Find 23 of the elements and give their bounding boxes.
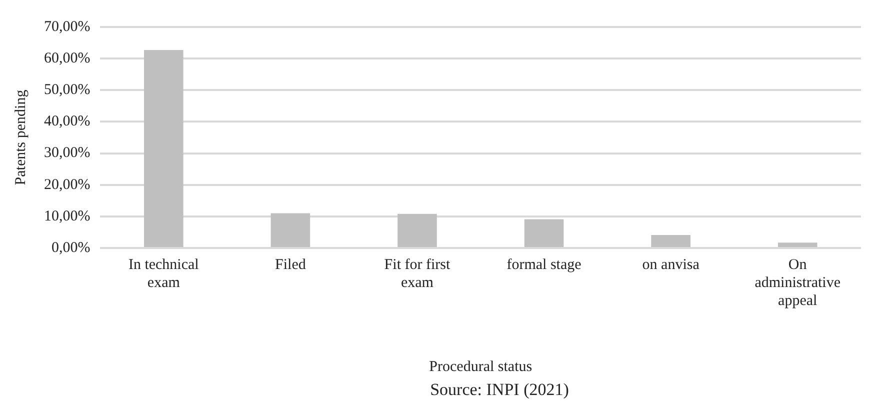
bar xyxy=(144,50,184,247)
bar xyxy=(651,235,690,247)
source-note: Source: INPI (2021) xyxy=(429,380,570,400)
y-tick-label: 20,00% xyxy=(44,176,90,193)
y-tick-label: 10,00% xyxy=(44,208,90,224)
x-tick-label: formal stage xyxy=(506,256,582,273)
x-tick-label: Filed xyxy=(275,256,306,273)
y-tick-label: 70,00% xyxy=(44,18,90,35)
bar xyxy=(270,213,310,247)
x-tick-label: On administrative appeal xyxy=(754,256,841,309)
y-axis-title: Patents pending xyxy=(12,89,29,186)
x-tick-label: Fit for first exam xyxy=(384,256,451,291)
y-tick-label: 0,00% xyxy=(51,240,90,256)
y-tick-label: 60,00% xyxy=(44,50,90,67)
x-tick-label: on anvisa xyxy=(642,256,700,273)
x-tick-label: In technical exam xyxy=(128,256,199,291)
y-tick-label: 50,00% xyxy=(44,82,90,98)
bar xyxy=(398,214,437,247)
y-tick-label: 40,00% xyxy=(44,114,90,130)
y-tick-label: 30,00% xyxy=(44,145,90,162)
bar xyxy=(778,242,818,247)
x-axis-title: Procedural status xyxy=(429,358,532,375)
bar xyxy=(524,219,564,247)
